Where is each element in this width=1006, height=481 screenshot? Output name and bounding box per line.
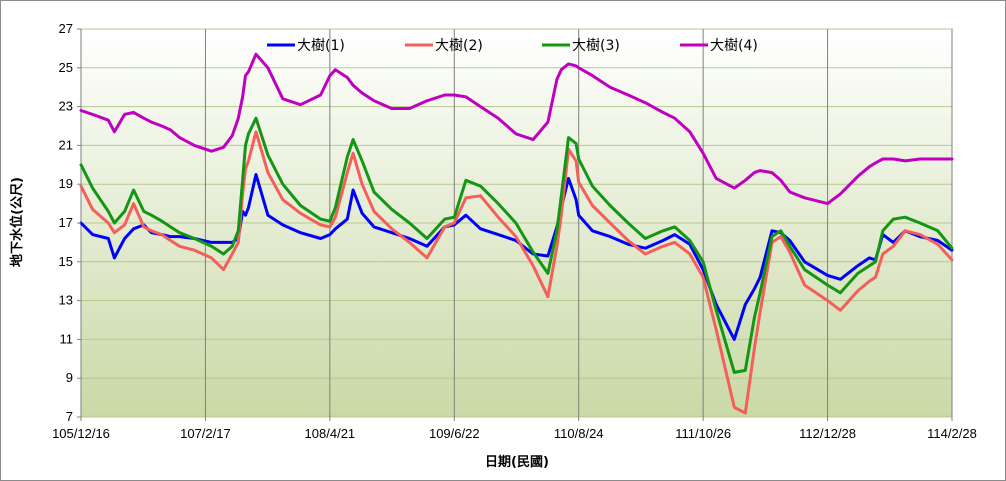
y-axis-title: 地下水位(公尺) — [9, 177, 25, 267]
y-tick-label: 17 — [59, 215, 73, 230]
series-line-4 — [79, 52, 954, 206]
x-tick-label: 109/6/22 — [429, 426, 480, 441]
x-tick-label: 105/12/16 — [52, 426, 110, 441]
x-tick-label: 114/2/28 — [927, 426, 977, 441]
x-tick-label: 110/8/24 — [554, 426, 604, 441]
series-line-3 — [79, 116, 954, 374]
y-tick-label: 19 — [59, 176, 73, 191]
y-tick-label: 15 — [59, 254, 73, 269]
legend: 大樹(1) 大樹(2) 大樹(3) 大樹(4) — [267, 38, 758, 54]
y-tick-label: 23 — [59, 99, 73, 114]
series-line-2 — [79, 130, 954, 415]
legend-label-4: 大樹(4) — [710, 38, 758, 54]
y-tick-label: 11 — [60, 331, 74, 346]
y-tick-label: 27 — [59, 21, 73, 36]
x-tick-label: 107/2/17 — [180, 426, 231, 441]
series-line-1 — [79, 173, 954, 341]
y-tick-label: 7 — [66, 409, 73, 424]
legend-label-2: 大樹(2) — [435, 38, 483, 54]
x-tick-label: 108/4/21 — [305, 426, 356, 441]
y-tick-label: 13 — [59, 293, 73, 308]
y-tick-label: 9 — [66, 370, 73, 385]
legend-label-3: 大樹(3) — [572, 38, 620, 54]
y-axis-ticks: 7 9 11 13 15 17 19 21 23 25 27 — [59, 21, 81, 424]
x-tick-label: 112/12/28 — [799, 426, 856, 441]
x-axis-ticks: 105/12/16 107/2/17 108/4/21 109/6/22 110/8/2… — [52, 417, 977, 441]
x-axis-title: 日期(民國) — [485, 455, 549, 470]
series-lines — [79, 52, 954, 415]
y-tick-label: 21 — [59, 137, 73, 152]
legend-label-1: 大樹(1) — [297, 38, 345, 54]
x-tick-label: 111/10/26 — [675, 426, 731, 441]
y-tick-label: 25 — [59, 60, 73, 75]
